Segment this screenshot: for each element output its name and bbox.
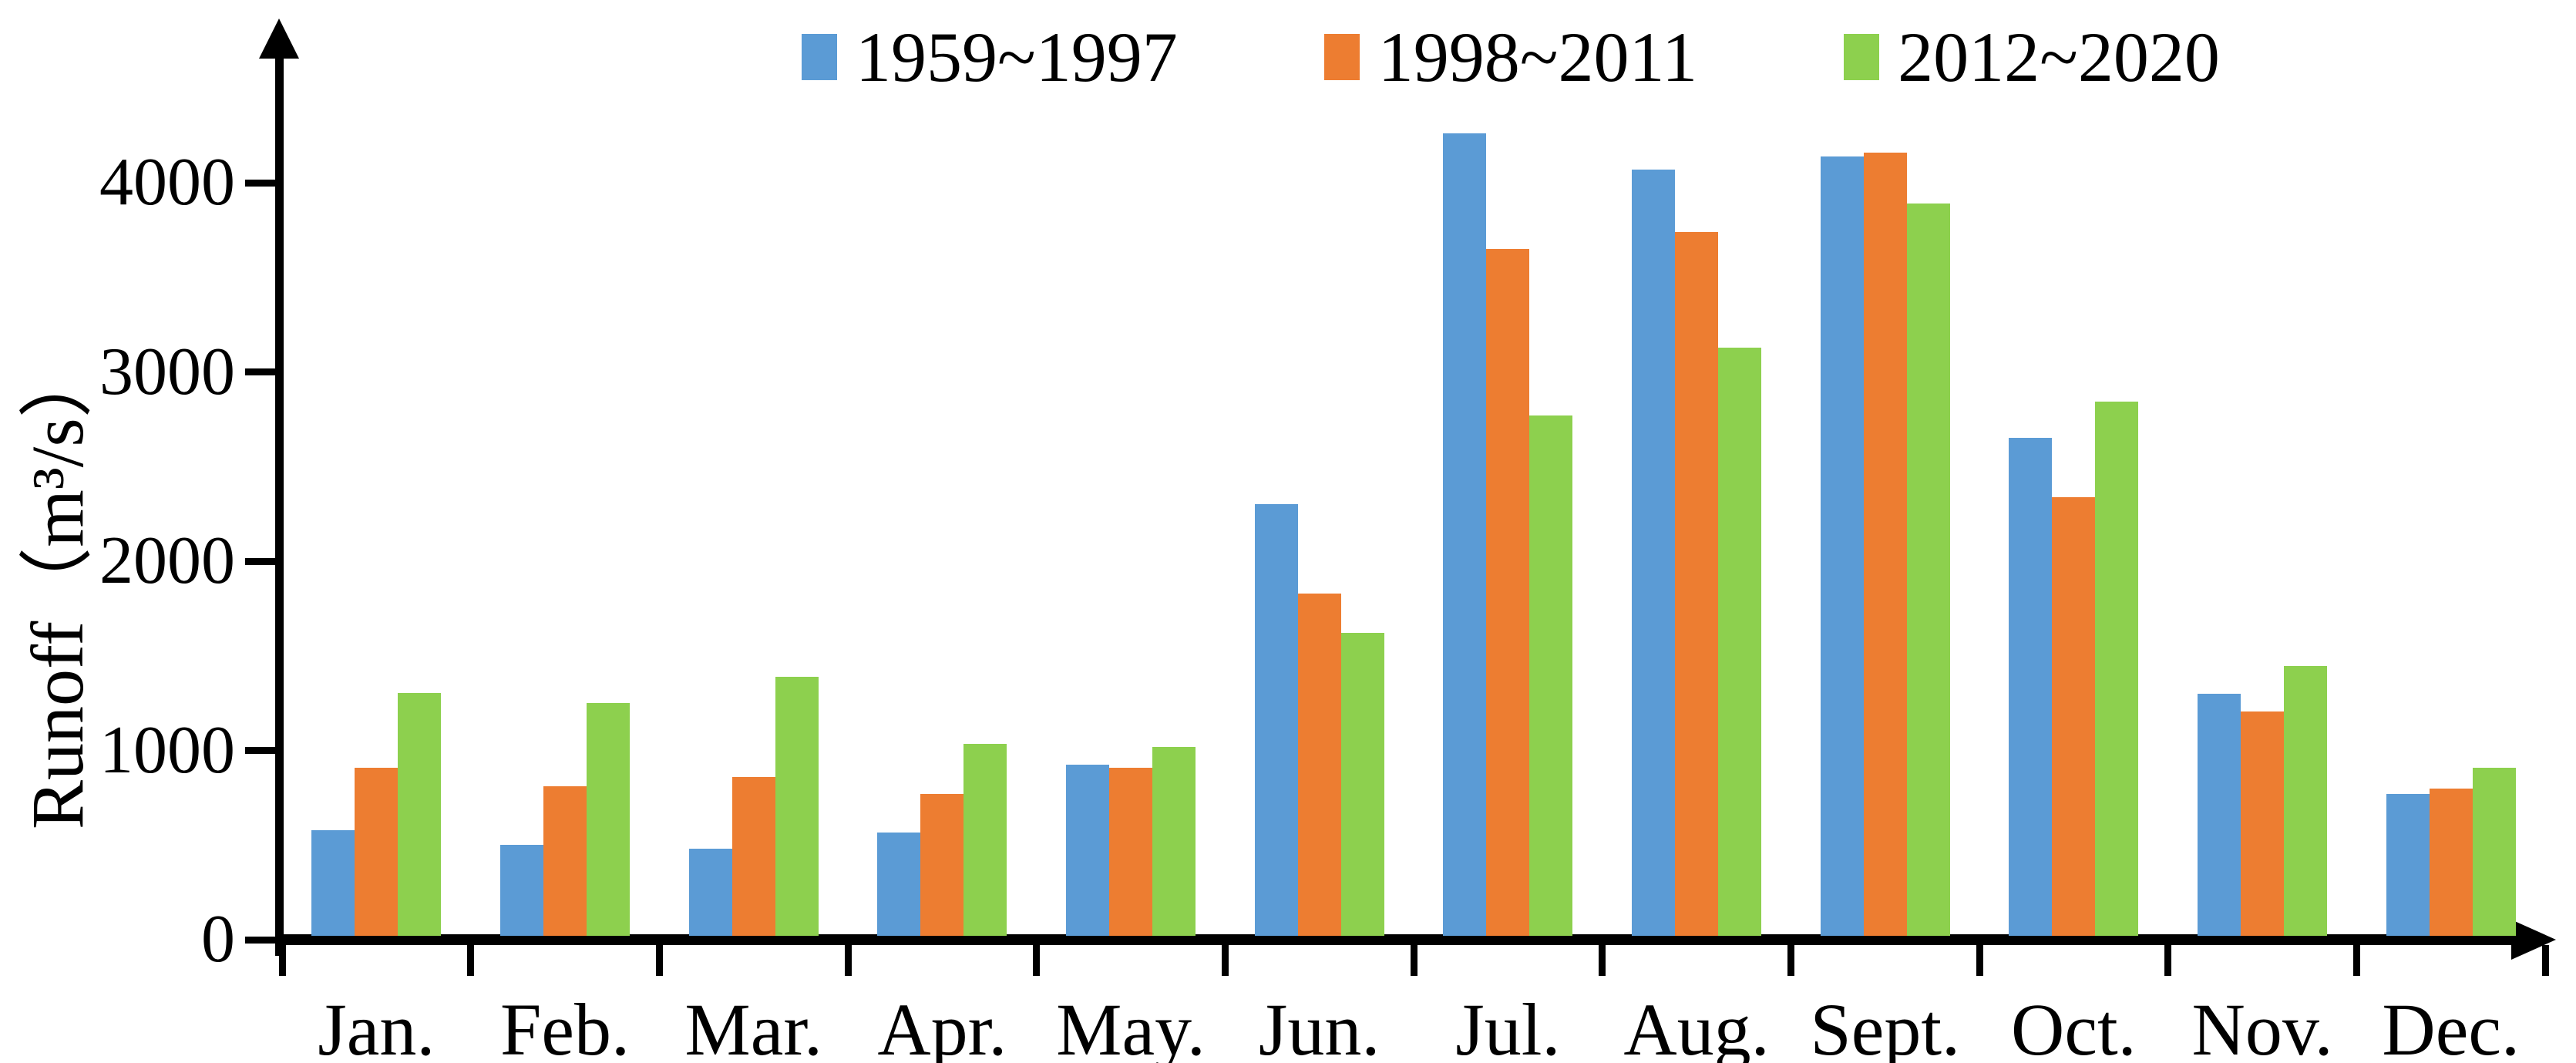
bar-oct-2012~2020 [2095,401,2139,936]
legend: 1959~1997 1998~2011 2012~2020 [802,22,2220,93]
bar-nov-2012~2020 [2284,666,2328,936]
bar-jun-2012~2020 [1340,633,1384,936]
bar-dec-1998~2011 [2429,788,2473,936]
bar-nov-1998~2011 [2241,711,2285,936]
bar-feb-1959~1997 [500,845,543,936]
x-category-label-apr: Apr. [877,988,1007,1063]
bar-jan-2012~2020 [398,692,442,936]
x-tick-2 [655,945,663,976]
y-tick-label-0: 0 [201,902,235,977]
y-tick-4000 [245,179,275,187]
x-category-label-oct: Oct. [2011,988,2137,1063]
legend-swatch-icon [802,34,837,80]
bar-nov-1959~1997 [2198,693,2241,936]
y-tick-label-1000: 1000 [99,712,235,788]
bar-apr-2012~2020 [963,743,1007,936]
x-tick-7 [1599,945,1606,976]
bar-sept-1998~2011 [1863,152,1907,936]
bar-jun-1998~2011 [1297,593,1341,936]
bar-mar-1959~1997 [688,849,732,936]
x-tick-9 [1976,945,1983,976]
bar-apr-1959~1997 [877,833,921,936]
x-tick-10 [2164,945,2172,976]
legend-swatch-icon [1323,34,1360,80]
bar-aug-1959~1997 [1632,169,1676,936]
x-tick-0 [278,945,286,976]
bar-feb-1998~2011 [543,786,587,936]
y-tick-label-3000: 3000 [99,334,235,409]
legend-item-1998~2011: 1998~2011 [1323,18,1698,96]
x-category-label-jul: Jul. [1455,988,1561,1063]
x-category-label-jun: Jun. [1258,988,1380,1063]
bar-may-2012~2020 [1152,746,1196,936]
y-axis-line [275,51,284,956]
bar-dec-2012~2020 [2472,767,2516,936]
x-tick-8 [1787,945,1794,976]
bar-apr-1998~2011 [920,793,964,936]
legend-label: 2012~2020 [1898,18,2220,96]
y-tick-3000 [245,368,275,375]
x-tick-6 [1410,945,1417,976]
legend-item-2012~2020: 2012~2020 [1844,22,2220,93]
legend-swatch-icon [1844,34,1880,80]
x-tick-1 [467,945,475,976]
bar-jun-1959~1997 [1254,504,1298,936]
bar-jul-1959~1997 [1443,133,1487,936]
y-axis-arrow-icon [259,19,299,59]
bar-feb-2012~2020 [587,703,630,936]
legend-label: 1959~1997 [856,18,1178,96]
bar-sept-1959~1997 [1820,156,1864,936]
y-tick-2000 [245,557,275,565]
x-axis-line [275,934,2515,945]
x-category-label-jan: Jan. [318,988,435,1063]
bar-jan-1959~1997 [311,829,355,936]
y-tick-1000 [245,747,275,754]
x-category-label-sept: Sept. [1810,988,1961,1063]
bar-oct-1998~2011 [2052,496,2096,936]
y-tick-0 [245,936,275,944]
y-tick-label-4000: 4000 [99,145,235,220]
x-category-label-mar: Mar. [684,988,822,1063]
bar-jan-1998~2011 [355,767,399,936]
x-category-label-may: May. [1056,988,1206,1063]
bar-dec-1959~1997 [2386,793,2430,936]
x-tick-12 [2541,945,2549,976]
x-axis-arrow-icon [2511,920,2556,960]
x-tick-3 [844,945,852,976]
bar-may-1959~1997 [1066,764,1109,936]
bar-aug-2012~2020 [1718,347,1762,936]
x-category-label-nov: Nov. [2191,988,2333,1063]
bar-sept-2012~2020 [1906,204,1950,936]
x-tick-5 [1221,945,1229,976]
x-tick-11 [2352,945,2360,976]
legend-label: 1998~2011 [1377,18,1698,96]
x-category-label-aug: Aug. [1623,988,1770,1063]
bar-mar-2012~2020 [775,676,819,936]
bar-oct-1959~1997 [2009,438,2053,936]
legend-item-1959~1997: 1959~1997 [802,22,1178,93]
y-tick-label-2000: 2000 [99,523,235,598]
bar-may-1998~2011 [1109,767,1152,936]
bar-jul-2012~2020 [1529,415,1573,936]
x-category-label-dec: Dec. [2382,988,2520,1063]
bar-jul-1998~2011 [1486,248,1530,936]
bar-aug-1998~2011 [1675,231,1719,936]
x-tick-4 [1033,945,1041,976]
bar-mar-1998~2011 [731,776,775,936]
x-category-label-feb: Feb. [500,988,630,1063]
